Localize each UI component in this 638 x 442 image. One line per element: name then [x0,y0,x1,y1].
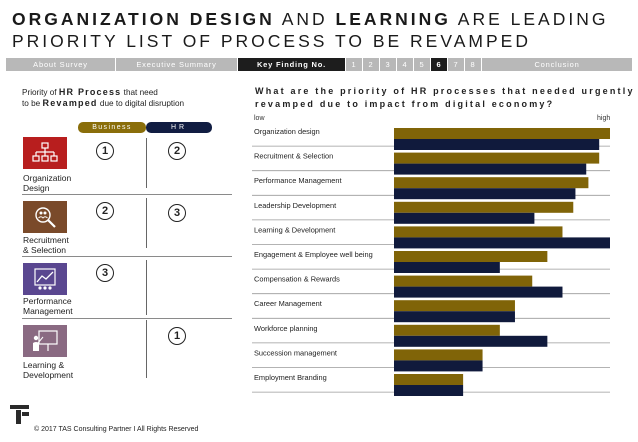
row-divider [22,256,232,257]
process-label-line2: Design [23,183,50,193]
title-bold-1: ORGANIZATION DESIGN [12,9,275,29]
row-divider [22,194,232,195]
bar-hr-performance-management [394,188,576,200]
column-header-hr: HR [146,122,212,133]
category-label-employment-branding: Employment Branding [254,373,327,382]
bar-business-workforce-planning [394,324,500,336]
category-label-succession-management: Succession management [254,348,337,357]
org-chart-icon [23,137,67,169]
process-label-line2: Development [23,370,74,380]
nav-number-5[interactable]: 5 [414,58,431,71]
caption-suffix: due to digital disruption [97,99,185,108]
hr-rank-recruitment-selection: 3 [168,204,186,222]
bar-business-career-management [394,300,515,312]
presentation-board-icon [23,325,67,357]
performance-chart-icon [23,263,67,295]
process-label-organization-design: Organization Design [23,173,71,193]
category-label-performance-management: Performance Management [254,176,342,185]
process-label-recruitment-selection: Recruitment & Selection [23,235,69,255]
bar-hr-recruitment-selection [394,163,587,175]
nav-number-6[interactable]: 6 [431,58,448,71]
bar-business-succession-management [394,349,483,361]
bar-hr-engagement-employee-well-being [394,262,500,273]
page-title: ORGANIZATION DESIGN AND LEARNING ARE LEA… [12,8,632,52]
row-divider [22,318,232,319]
bar-hr-succession-management [394,360,483,372]
category-label-career-management: Career Management [254,299,322,308]
section-navbar: About Survey Executive Summary Key Findi… [6,58,632,71]
column-divider [146,198,147,248]
bar-hr-career-management [394,311,515,323]
process-label-learning-development: Learning & Development [23,360,73,380]
bar-hr-leadership-development [394,212,535,224]
hr-rank-organization-design: 2 [168,142,186,160]
caption-prefix: Priority of [22,88,59,97]
footer-copyright: © 2017 TAS Consulting Partner I All Righ… [34,426,199,433]
company-logo-icon [8,405,30,430]
bar-business-leadership-development [394,201,574,213]
bar-business-recruitment-selection [394,152,600,164]
nav-number-4[interactable]: 4 [397,58,414,71]
process-label-line2: & Selection [23,245,66,255]
column-divider [146,260,147,315]
process-label-line1: Recruitment [23,235,69,245]
process-label-line2: Management [23,306,73,316]
bar-hr-employment-branding [394,385,464,396]
title-bold-2: LEARNING [335,9,451,29]
scale-high-label: high [597,115,611,122]
business-rank-recruitment-selection: 2 [96,202,114,220]
nav-number-2[interactable]: 2 [363,58,380,71]
nav-number-3[interactable]: 3 [380,58,397,71]
category-label-leadership-development: Leadership Development [254,201,336,210]
bar-business-engagement-employee-well-being [394,251,548,262]
nav-key-finding[interactable]: Key Finding No. [238,58,346,71]
nav-conclusion[interactable]: Conclusion [534,60,580,69]
category-label-organization-design: Organization design [254,127,320,136]
bar-business-performance-management [394,177,589,189]
hr-rank-learning-development: 1 [168,327,186,345]
business-rank-performance-management: 3 [96,264,114,282]
title-rest-1: ARE LEADING [450,9,609,29]
process-label-line1: Performance [23,296,72,306]
magnifier-people-icon [23,201,67,233]
process-label-performance-management: Performance Management [23,296,73,316]
category-label-recruitment-selection: Recruitment & Selection [254,152,333,161]
category-label-engagement-employee-well-being: Engagement & Employee well being [254,250,373,259]
bar-hr-organization-design [394,139,600,150]
process-label-line1: Learning & [23,360,65,370]
bar-hr-workforce-planning [394,335,548,347]
process-label-line1: Organization [23,173,72,183]
nav-about-survey[interactable]: About Survey [6,58,116,71]
nav-number-1[interactable]: 1 [346,58,363,71]
bar-business-employment-branding [394,374,464,385]
caption-line2-prefix: to be [22,99,43,108]
caption-mid: that need [121,88,158,97]
chart-title: What are the priority of HR processes th… [255,86,635,109]
column-divider [146,320,147,378]
nav-number-7[interactable]: 7 [448,58,465,71]
bar-business-compensation-rewards [394,275,533,287]
category-label-learning-development: Learning & Development [254,225,335,234]
category-label-compensation-rewards: Compensation & Rewards [254,275,340,284]
caption-bold-revamped: Revamped [42,98,98,108]
column-divider [146,138,147,188]
caption-bold-hr-process: HR Process [58,87,122,97]
scale-low-label: low [254,115,265,122]
title-line-1: ORGANIZATION DESIGN AND LEARNING ARE LEA… [12,8,632,30]
column-header-business: Business [78,122,146,133]
nav-number-8[interactable]: 8 [465,58,482,71]
bar-hr-learning-development [394,237,610,249]
bar-business-learning-development [394,226,563,238]
nav-executive-summary[interactable]: Executive Summary [116,58,238,71]
category-label-workforce-planning: Workforce planning [254,324,318,333]
title-line-2: PRIORITY LIST OF PROCESS TO BE REVAMPED [12,31,531,51]
business-rank-organization-design: 1 [96,142,114,160]
left-panel-caption: Priority of HR Process that need to be R… [22,87,252,109]
bar-hr-compensation-rewards [394,286,563,298]
bar-business-organization-design [394,128,610,139]
title-mid: AND [274,9,336,29]
